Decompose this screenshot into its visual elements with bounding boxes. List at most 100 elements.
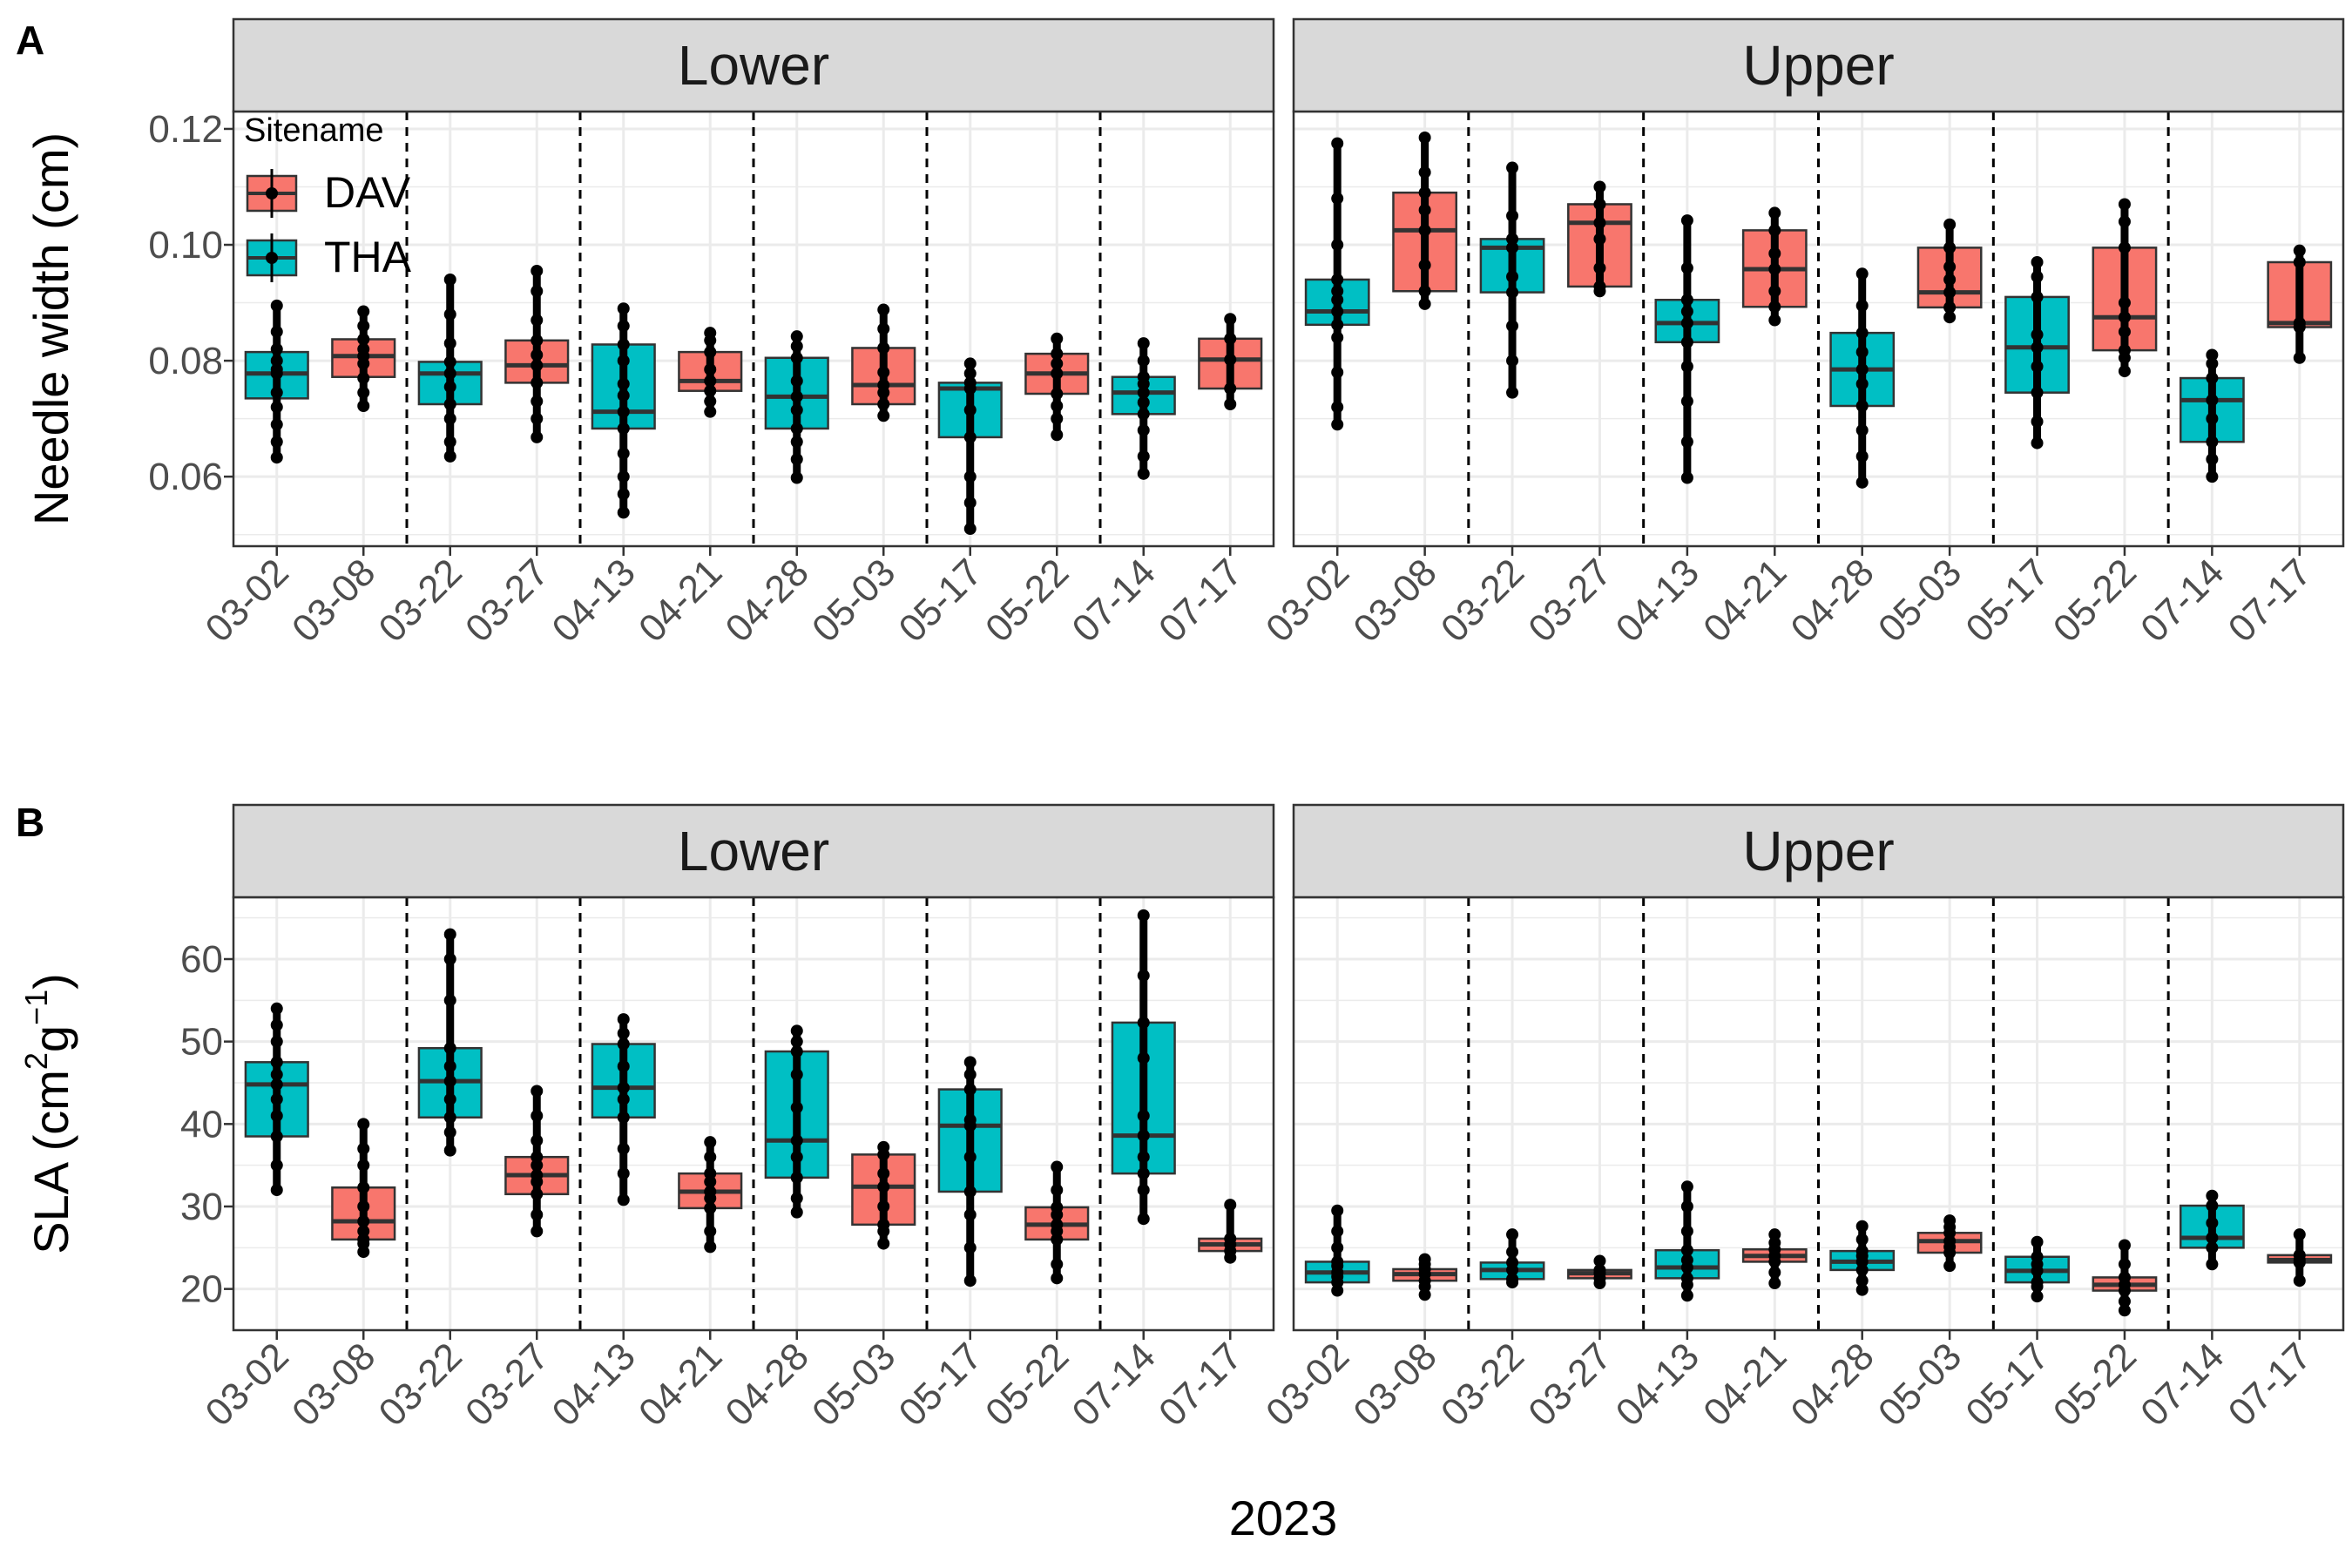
data-point [2206, 348, 2219, 362]
facet-label: Lower [678, 820, 829, 882]
data-point [531, 1208, 544, 1221]
data-point [1680, 1200, 1693, 1213]
data-point [2206, 372, 2219, 385]
data-point [790, 330, 803, 343]
data-point [617, 355, 630, 368]
data-point [963, 1083, 977, 1096]
data-point [617, 1193, 630, 1206]
data-point [790, 471, 803, 484]
data-point [790, 1206, 803, 1219]
data-point [531, 1225, 544, 1238]
box-upper-03-08 [1392, 1253, 1458, 1301]
data-point [270, 1184, 283, 1197]
data-point [531, 359, 544, 372]
data-point [1943, 273, 1957, 286]
x-tick-label: 05-03 [804, 1335, 903, 1434]
data-point [1418, 131, 1431, 144]
data-point [270, 363, 283, 376]
data-point [2118, 344, 2131, 357]
y-tick-label: 0.12 [148, 108, 223, 151]
data-point [1051, 332, 1064, 345]
data-point [2293, 351, 2306, 364]
data-point [1855, 1274, 1869, 1288]
data-point [1593, 198, 1606, 211]
data-point [2118, 1271, 2131, 1284]
x-tick-label: 04-13 [1608, 1335, 1707, 1434]
data-point [1224, 353, 1237, 366]
data-point [1768, 247, 1781, 260]
data-point [704, 1240, 717, 1254]
data-point [704, 1201, 717, 1214]
data-point [1680, 360, 1693, 373]
box-upper-05-17 [2004, 255, 2070, 449]
data-point [2031, 341, 2044, 354]
data-point [270, 451, 283, 464]
data-point [617, 1081, 630, 1094]
data-point [1331, 137, 1344, 150]
data-point [1331, 305, 1344, 318]
data-point [790, 403, 803, 416]
data-point [270, 1109, 283, 1122]
x-tick-label: 03-08 [1345, 1335, 1444, 1434]
data-point [357, 1181, 370, 1194]
data-point [2118, 365, 2131, 378]
data-point [2118, 1239, 2131, 1252]
data-point [1331, 1255, 1344, 1268]
data-point [2206, 1241, 2219, 1254]
data-point [963, 1068, 977, 1081]
data-point [790, 1035, 803, 1048]
data-point [1768, 1228, 1781, 1241]
x-tick-label: 04-21 [631, 1335, 730, 1434]
x-tick-label: 07-17 [1151, 1335, 1250, 1434]
data-point [790, 453, 803, 466]
data-point [1680, 1254, 1693, 1267]
x-tick-label: 03-02 [198, 551, 297, 650]
data-point [531, 1109, 544, 1122]
data-point [790, 1171, 803, 1184]
data-point [1593, 280, 1606, 293]
x-tick-label: 03-02 [1258, 1335, 1357, 1434]
x-tick-label: 05-03 [1870, 551, 1970, 650]
box-upper-07-17 [2267, 244, 2333, 364]
data-point [2031, 386, 2044, 399]
data-point [357, 333, 370, 346]
data-point [1943, 241, 1957, 254]
box-upper-07-17 [2267, 1228, 2333, 1288]
data-point [617, 338, 630, 351]
data-point [1331, 331, 1344, 344]
data-point [357, 1200, 370, 1213]
y-tick-label: 20 [180, 1268, 223, 1311]
data-point [617, 1167, 630, 1180]
data-point [617, 470, 630, 483]
box-upper-07-14 [2179, 1189, 2245, 1271]
legend-label: THA [324, 233, 412, 281]
box-upper-03-27 [1567, 180, 1632, 298]
data-point [1137, 370, 1150, 383]
box-lower-03-08 [331, 1118, 396, 1259]
data-point [2206, 412, 2219, 425]
data-point [1943, 311, 1957, 324]
x-tick-label: 03-22 [371, 551, 470, 650]
data-point [963, 1241, 977, 1254]
x-tick-label: 07-14 [1064, 551, 1164, 650]
data-point [617, 1060, 630, 1073]
data-point [1331, 1241, 1344, 1254]
data-point [270, 1092, 283, 1105]
data-point [704, 1225, 717, 1238]
data-point [531, 1151, 544, 1164]
legend-label: DAV [324, 168, 411, 217]
x-tick-label: 04-13 [544, 551, 644, 650]
y-tick-label: 0.08 [148, 340, 223, 382]
data-point [704, 375, 717, 388]
data-point [270, 1018, 283, 1031]
data-point [357, 372, 370, 385]
data-point [963, 367, 977, 380]
data-point [270, 1068, 283, 1081]
data-point [1137, 909, 1150, 922]
data-point [790, 375, 803, 388]
data-point [877, 341, 890, 355]
data-point [443, 397, 456, 410]
data-point [1680, 335, 1693, 348]
data-point [1506, 286, 1519, 299]
data-point [790, 1151, 803, 1164]
